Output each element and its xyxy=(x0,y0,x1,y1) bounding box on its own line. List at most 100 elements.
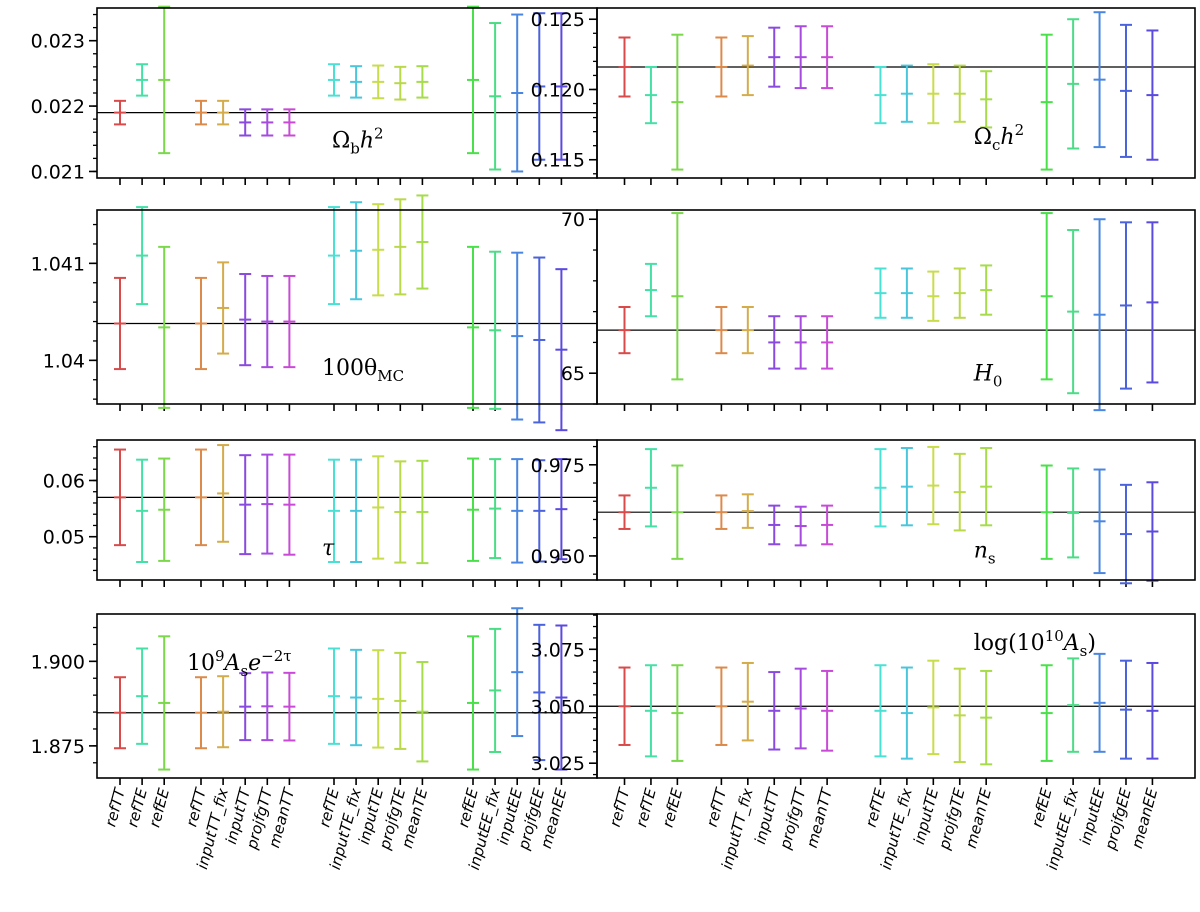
errorbar-refEE xyxy=(671,33,684,171)
label-part: A xyxy=(223,651,241,676)
errorbar-inputEE xyxy=(511,458,524,564)
errorbar-inputTE xyxy=(372,64,385,100)
panel-omegach2: 0.115 0.120 0.125 Ωch2 xyxy=(531,7,1196,185)
y-tick-label: 0.023 xyxy=(31,31,85,53)
category-label-refTE: refTE xyxy=(632,786,660,829)
errorbar-refEE xyxy=(1040,33,1053,171)
errorbar-projfgTT xyxy=(261,274,274,369)
errorbar-refTT xyxy=(195,99,207,126)
errorbar-inputEE xyxy=(1093,11,1106,149)
errorbar-meanEE xyxy=(1146,221,1159,384)
label-part: n xyxy=(974,539,988,564)
panel-frame xyxy=(596,209,1196,405)
errorbar-inputTT xyxy=(768,315,781,370)
errorbar-projfgTE xyxy=(953,267,966,319)
errorbar-projfgTT xyxy=(261,671,274,742)
y-tick-label: 1.900 xyxy=(31,651,85,673)
errorbar-refTE xyxy=(136,458,149,564)
errorbar-refEE xyxy=(467,5,479,155)
errorbar-refTE xyxy=(136,647,149,745)
errorbar-inputEE_fix xyxy=(489,627,502,753)
label-part: 2 xyxy=(1015,121,1025,139)
errorbar-inputEE_fix xyxy=(489,250,502,410)
label-part: 0 xyxy=(993,373,1003,391)
errorbar-refTE xyxy=(136,63,149,97)
y-tick-label: 3.025 xyxy=(531,753,585,775)
y-tick-label: 0.022 xyxy=(31,96,85,118)
errorbar-refEE xyxy=(158,635,171,771)
errorbar-meanTT xyxy=(283,108,296,137)
label-part: b xyxy=(350,139,360,157)
errorbar-refTE xyxy=(874,267,887,319)
errorbar-refTE xyxy=(328,63,340,97)
errorbar-inputTT_fix xyxy=(741,306,754,355)
errorbar-meanEE xyxy=(1146,481,1159,582)
errorbar-refTT xyxy=(715,666,728,746)
errorbar-refTE xyxy=(874,448,887,528)
errorbar-inputEE xyxy=(511,251,524,421)
label-part: H xyxy=(973,362,994,387)
errorbar-refTT xyxy=(715,36,728,98)
errorbar-refTT xyxy=(114,448,126,547)
panel-ns: 0.950 0.975 ns xyxy=(531,439,1196,587)
errorbar-refTE xyxy=(136,206,149,306)
label-part: e xyxy=(248,651,261,676)
panel-tau: 0.05 0.06 τ xyxy=(43,439,598,587)
errorbar-inputEE xyxy=(511,607,524,738)
errorbar-meanTT xyxy=(821,504,834,546)
errorbar-projfgTT xyxy=(794,25,807,90)
errorbar-refEE xyxy=(671,212,684,381)
category-label-refEE: refEE xyxy=(1028,786,1056,829)
errorbar-inputTE xyxy=(927,445,940,526)
errorbar-projfgEE xyxy=(533,623,546,762)
label-part: s xyxy=(988,550,996,568)
y-tick-label: 70 xyxy=(561,209,585,231)
label-part: s xyxy=(1080,642,1088,660)
errorbar-refTE xyxy=(874,66,887,125)
errorbar-meanTT xyxy=(821,669,834,752)
label-part: 10 xyxy=(1045,627,1064,645)
label-part: 100θ xyxy=(322,356,377,381)
panel-frame xyxy=(596,613,1196,779)
errorbar-refTT xyxy=(715,494,728,530)
errorbar-projfgTE xyxy=(953,64,966,123)
label-part: ) xyxy=(1087,631,1096,656)
errorbar-refTT xyxy=(114,276,126,371)
errorbar-meanTT xyxy=(821,25,834,90)
errorbar-inputTT xyxy=(768,671,781,751)
errorbar-inputTT_fix xyxy=(741,661,754,742)
errorbar-projfgTT xyxy=(794,667,807,750)
errorbar-meanTE xyxy=(980,447,993,527)
errorbar-meanTE xyxy=(416,661,429,763)
errorbar-projfgTE xyxy=(953,452,966,532)
errorbar-refTT xyxy=(618,666,631,746)
errorbar-inputTT_fix xyxy=(217,99,230,126)
panel-param-label: ns xyxy=(974,539,996,568)
panel-param-label: 100θMC xyxy=(322,356,404,385)
errorbar-projfgTE xyxy=(394,65,407,101)
errorbar-inputTE_fix xyxy=(350,201,363,301)
errorbar-meanTT xyxy=(821,315,834,370)
errorbar-inputTT_fix xyxy=(217,675,230,749)
errorbar-projfgEE xyxy=(1119,23,1132,158)
errorbar-inputTE_fix xyxy=(900,447,913,527)
label-part: 2 xyxy=(374,124,384,142)
errorbar-refEE xyxy=(1040,664,1053,762)
errorbar-meanTE xyxy=(980,669,993,766)
errorbar-projfgEE xyxy=(533,256,546,424)
errorbar-refEE xyxy=(671,464,684,560)
errorbar-projfgTT xyxy=(261,108,274,137)
errorbar-inputTE xyxy=(927,63,940,125)
label-part: h xyxy=(1000,125,1014,150)
errorbar-refEE xyxy=(467,457,479,562)
errorbar-inputEE xyxy=(1093,218,1106,412)
errorbar-inputTE xyxy=(372,455,385,560)
panel-H0: 65 70 H0 xyxy=(561,209,1196,412)
errorbar-meanEE xyxy=(1146,29,1159,161)
errorbar-inputTE_fix xyxy=(900,666,913,760)
panel-param-label: H0 xyxy=(973,362,1003,391)
errorbar-inputTE_fix xyxy=(900,64,913,123)
errorbar-projfgEE xyxy=(1119,659,1132,760)
label-part: s xyxy=(240,662,248,680)
